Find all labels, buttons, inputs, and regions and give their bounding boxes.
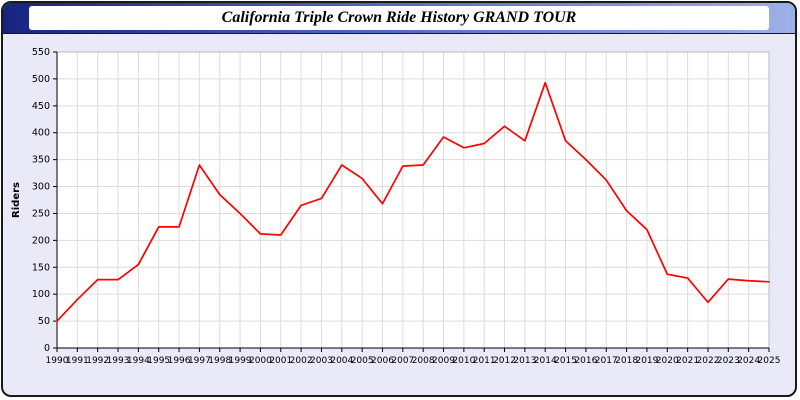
x-tick-label: 1996 <box>168 356 191 366</box>
window-title: California Triple Crown Ride History GRA… <box>221 9 577 26</box>
x-tick-label: 2022 <box>697 356 720 366</box>
x-tick-label: 2012 <box>493 356 516 366</box>
x-tick-label: 2016 <box>574 356 597 366</box>
x-tick-label: 2015 <box>554 356 577 366</box>
x-tick-label: 2019 <box>635 356 658 366</box>
y-tick-label: 0 <box>44 343 50 354</box>
y-tick-label: 450 <box>32 101 50 112</box>
x-tick-label: 1997 <box>188 356 211 366</box>
title-box: California Triple Crown Ride History GRA… <box>29 6 769 30</box>
x-tick-label: 1994 <box>127 356 150 366</box>
x-tick-label: 2003 <box>310 356 333 366</box>
x-tick-label: 2017 <box>595 356 618 366</box>
x-tick-label: 2021 <box>676 356 699 366</box>
y-tick-label: 50 <box>38 316 50 327</box>
y-tick-label: 250 <box>32 208 50 219</box>
x-tick-label: 1992 <box>86 356 109 366</box>
x-tick-label: 2009 <box>432 356 455 366</box>
y-tick-label: 500 <box>32 74 50 85</box>
line-chart: 0501001502002503003504004505005501990199… <box>11 47 781 366</box>
y-tick-label: 550 <box>32 47 50 58</box>
x-tick-label: 1990 <box>46 356 69 366</box>
x-tick-label: 1998 <box>208 356 231 366</box>
x-tick-label: 2023 <box>717 356 740 366</box>
window-titlebar: California Triple Crown Ride History GRA… <box>3 3 795 34</box>
chart-panel: 0 50 100 150 200 250 300 350 400 450 500 550 1990 199… <box>3 34 795 395</box>
x-tick-label: 2000 <box>249 356 272 366</box>
x-tick-label: 1999 <box>229 356 252 366</box>
x-tick-label: 2001 <box>269 356 292 366</box>
series-line-riders <box>56 81 770 322</box>
x-tick-label: 1991 <box>66 356 89 366</box>
x-tick-label: 1995 <box>147 356 170 366</box>
y-tick-label: 350 <box>32 155 50 166</box>
x-tick-label: 2004 <box>330 356 353 366</box>
x-tick-label: 2013 <box>513 356 536 366</box>
x-tick-label: 2006 <box>371 356 394 366</box>
y-tick-label: 400 <box>32 128 50 139</box>
x-tick-label: 2014 <box>534 356 557 366</box>
x-tick-label: 2010 <box>452 356 475 366</box>
y-tick-label: 150 <box>32 262 50 273</box>
x-tick-label: 2008 <box>412 356 435 366</box>
y-tick-label: 200 <box>32 235 50 246</box>
x-tick-label: 2024 <box>737 356 760 366</box>
x-tick-label: 2002 <box>290 356 313 366</box>
x-tick-label: 2011 <box>473 356 496 366</box>
x-tick-label: 2018 <box>615 356 638 366</box>
x-tick-label: 2025 <box>758 356 781 366</box>
x-tick-label: 2005 <box>351 356 374 366</box>
x-tick-label: 2020 <box>656 356 679 366</box>
y-axis-title: Riders <box>11 182 22 218</box>
x-tick-label: 1993 <box>107 356 130 366</box>
plot-area <box>57 52 769 348</box>
y-tick-label: 100 <box>32 289 50 300</box>
y-tick-label: 300 <box>32 182 50 193</box>
x-tick-label: 2007 <box>391 356 414 366</box>
